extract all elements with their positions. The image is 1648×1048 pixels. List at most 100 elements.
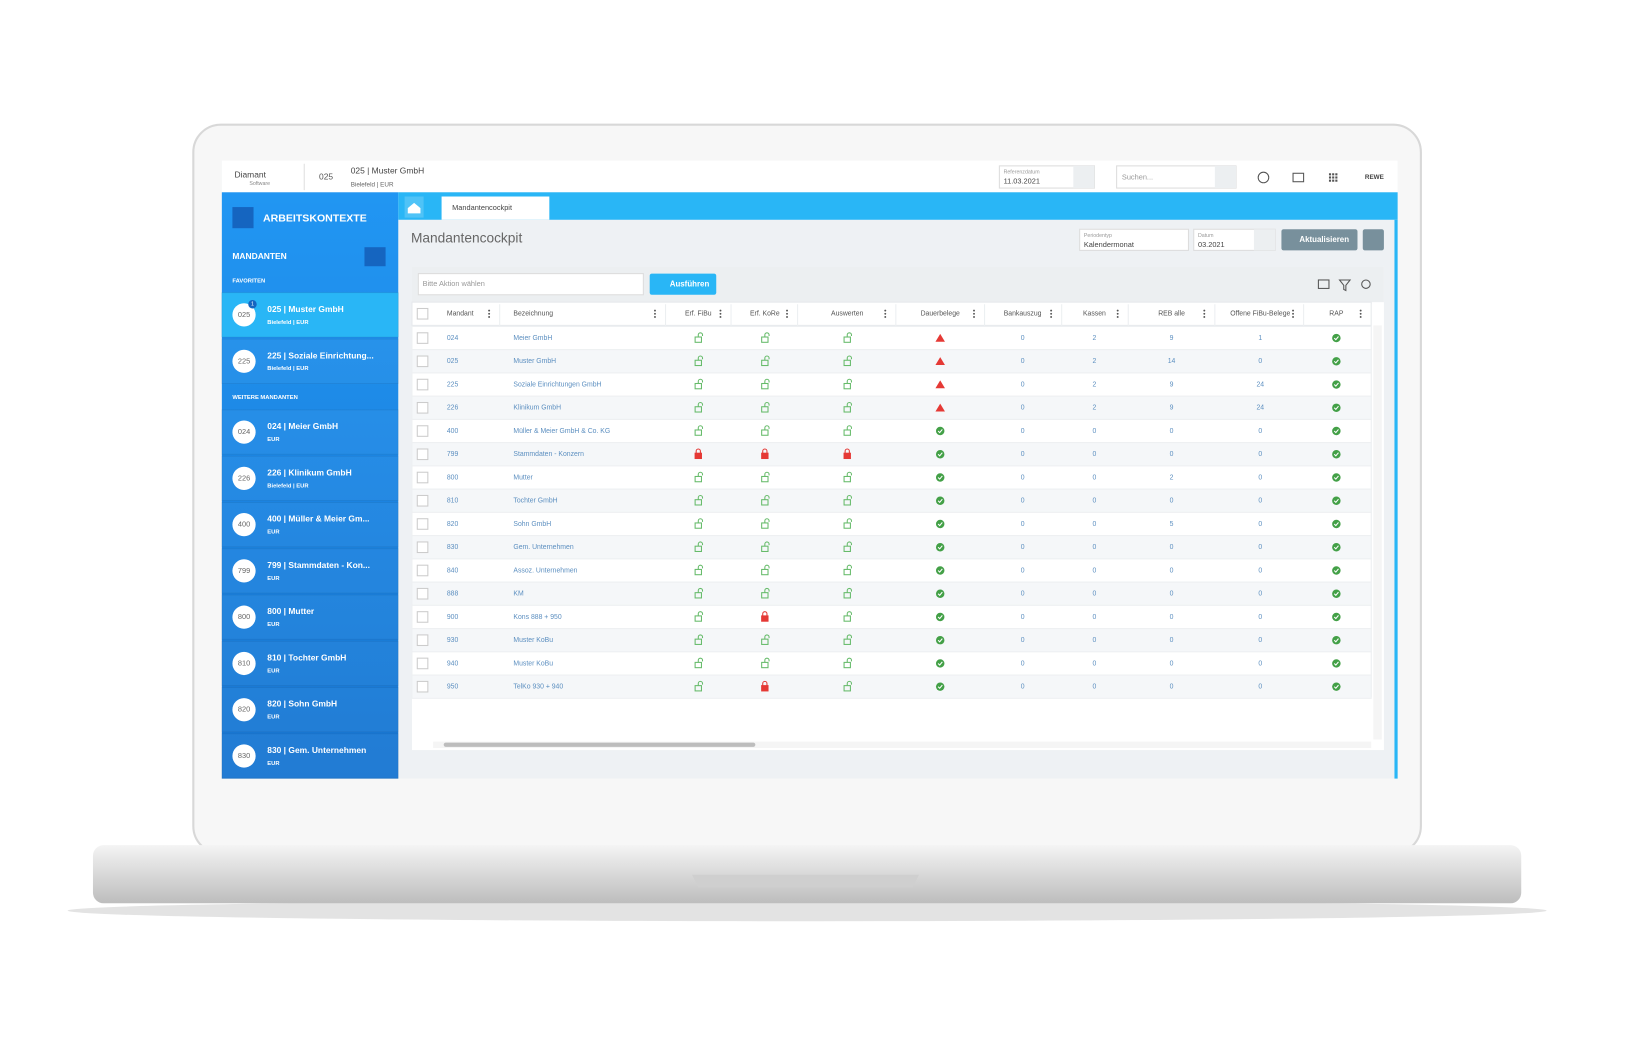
column-menu[interactable] (1116, 309, 1119, 312)
client-name-cell[interactable]: Muster GmbH (513, 358, 556, 365)
column-menu[interactable] (1359, 312, 1362, 315)
checkbox[interactable] (416, 425, 429, 437)
checkbox[interactable] (416, 634, 429, 647)
checkbox[interactable] (416, 680, 429, 693)
sidebar-search[interactable] (364, 247, 386, 267)
calendar-button[interactable] (1073, 165, 1095, 189)
checkbox[interactable] (416, 587, 429, 600)
column-menu[interactable] (1116, 312, 1119, 315)
client-name-cell[interactable]: Stammdaten - Konzern (513, 451, 584, 458)
checkbox[interactable] (416, 494, 429, 507)
checkbox[interactable] (416, 657, 429, 670)
table-row[interactable] (411, 581, 1372, 606)
column-menu[interactable] (973, 315, 975, 318)
column-menu[interactable] (1292, 309, 1294, 312)
client-name-cell[interactable]: Müller & Meier GmbH & Co. KG (513, 428, 610, 435)
client-code-cell[interactable]: 830 (447, 544, 459, 551)
column-menu[interactable] (488, 315, 491, 318)
column-menu[interactable] (488, 312, 491, 315)
table-row[interactable] (411, 628, 1372, 653)
client-name-cell[interactable]: Meier GmbH (513, 335, 552, 342)
h-scrollbar[interactable] (433, 741, 1372, 748)
fullscreen-button[interactable] (1362, 229, 1384, 251)
column-menu[interactable] (884, 309, 887, 312)
column-menu[interactable] (1050, 315, 1053, 318)
checkbox[interactable] (416, 448, 429, 461)
client-code-cell[interactable]: 820 (447, 521, 459, 528)
user[interactable]: REWE (1365, 174, 1384, 181)
tab[interactable] (441, 196, 550, 220)
date-button[interactable] (1253, 229, 1276, 251)
checkbox[interactable] (416, 541, 429, 554)
column-menu[interactable] (786, 315, 788, 318)
checkbox[interactable] (416, 564, 429, 577)
client-code-cell[interactable]: 800 (447, 474, 459, 481)
column-menu[interactable] (1292, 315, 1294, 318)
client-code-cell[interactable]: 888 (447, 591, 459, 598)
column-menu[interactable] (973, 312, 975, 315)
column-menu[interactable] (719, 309, 722, 312)
column-menu[interactable] (1203, 315, 1206, 318)
client-name-cell[interactable]: Muster KoBu (513, 660, 553, 667)
column-menu[interactable] (1050, 309, 1053, 312)
client-code-cell[interactable]: 226 (447, 405, 459, 412)
client-code-cell[interactable]: 930 (447, 637, 459, 644)
column-menu[interactable] (1203, 309, 1206, 312)
client-code-cell[interactable]: 900 (447, 614, 459, 621)
column-menu[interactable] (786, 312, 788, 315)
checkbox[interactable] (416, 332, 429, 344)
column-menu[interactable] (654, 315, 656, 318)
client-name-cell[interactable]: Klinikum GmbH (513, 405, 561, 412)
client-code-cell[interactable]: 799 (447, 451, 459, 458)
client-code-cell[interactable]: 950 (447, 683, 459, 690)
column-menu[interactable] (488, 309, 491, 312)
client-name-cell[interactable]: Kons 888 + 950 (513, 614, 561, 621)
checkbox[interactable] (416, 378, 429, 391)
client-name-cell[interactable]: Mutter (513, 474, 533, 481)
column-menu[interactable] (1359, 309, 1362, 312)
table-row[interactable] (411, 511, 1372, 537)
column-menu[interactable] (1116, 315, 1119, 318)
client-code-cell[interactable]: 025 (447, 358, 459, 365)
client-name-cell[interactable]: TelKo 930 + 940 (513, 683, 563, 690)
client-code-cell[interactable]: 810 (447, 498, 459, 505)
checkbox[interactable] (416, 355, 429, 368)
table-row[interactable] (411, 674, 1372, 699)
toolbar-icons[interactable] (1317, 279, 1371, 292)
column-menu[interactable] (973, 309, 975, 312)
back-button[interactable] (232, 207, 254, 229)
column-menu[interactable] (1203, 312, 1206, 315)
table-row[interactable] (411, 325, 1372, 351)
checkbox[interactable] (416, 611, 429, 623)
client-name-cell[interactable]: Gem. Unternehmen (513, 544, 573, 551)
client-name-cell[interactable]: Tochter GmbH (513, 498, 557, 505)
column-menu[interactable] (884, 315, 887, 318)
checkbox[interactable] (416, 307, 429, 320)
column-menu[interactable] (1050, 312, 1053, 315)
client-name-cell[interactable]: KM (513, 591, 524, 598)
client-code-cell[interactable]: 940 (447, 660, 459, 667)
client-name-cell[interactable]: Muster KoBu (513, 637, 553, 644)
help-icon[interactable] (1257, 171, 1270, 184)
client-entry[interactable] (221, 594, 399, 640)
column-menu[interactable] (786, 309, 788, 312)
table-row[interactable] (411, 651, 1372, 676)
client-name-cell[interactable]: Soziale Einrichtungen GmbH (513, 381, 601, 388)
checkbox[interactable] (416, 518, 429, 530)
client-entry[interactable] (221, 640, 399, 687)
search-button[interactable] (1214, 165, 1236, 189)
run-button[interactable] (649, 273, 717, 295)
checkbox[interactable] (416, 401, 429, 414)
refresh-button[interactable] (1281, 229, 1358, 251)
column-menu[interactable] (1359, 315, 1362, 318)
column-menu[interactable] (719, 312, 722, 315)
table-row[interactable] (411, 465, 1372, 490)
client-code-cell[interactable]: 024 (447, 335, 459, 342)
period-select[interactable] (1079, 228, 1189, 251)
checkbox[interactable] (416, 471, 429, 484)
column-menu[interactable] (719, 315, 722, 318)
client-name-cell[interactable]: Assoz. Unternehmen (513, 567, 577, 574)
client-name-cell[interactable]: Sohn GmbH (513, 521, 551, 528)
client-code-cell[interactable]: 840 (447, 567, 459, 574)
chat-icon[interactable] (1292, 172, 1305, 183)
